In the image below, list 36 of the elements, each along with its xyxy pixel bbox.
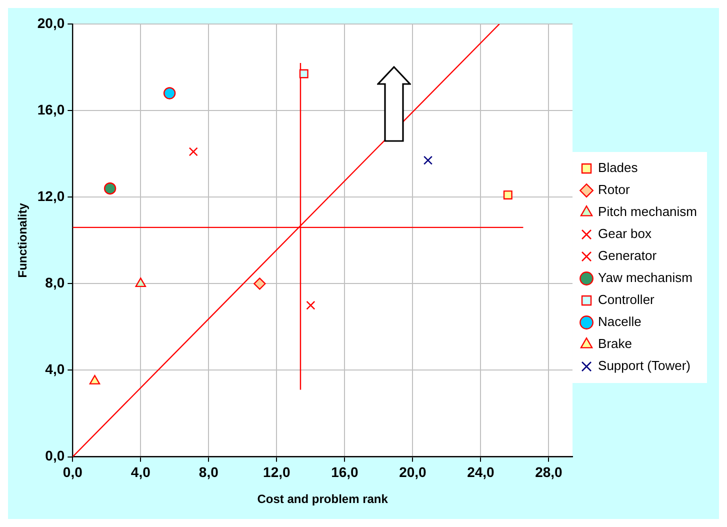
x-tick-label: 28,0 [535,464,563,480]
point [299,69,308,78]
point [104,182,116,195]
y-axis-title: Functionality [16,202,30,278]
point [503,190,512,200]
legend-label: Yaw mechanism [598,270,692,286]
legend-label: Gear box [598,226,652,242]
y-tick-label: 8,0 [45,274,65,291]
x-tick-label: 12,0 [263,464,291,480]
x-tick-label: 20,0 [399,464,427,480]
x-tick-label: 24,0 [467,464,495,480]
x-axis-title: Cost and problem rank [257,492,388,506]
legend-label: Support (Tower) [598,358,691,374]
y-tick-label: 0,0 [45,448,65,464]
legend-label: Controller [598,292,656,308]
x-tick-label: 0,0 [62,464,83,480]
y-tick-label: 20,0 [37,14,65,31]
y-tick-label: 16,0 [37,101,65,118]
point [188,147,198,156]
point [163,87,176,100]
point [423,156,433,165]
point [254,278,266,290]
y-tick-label: 4,0 [45,361,65,378]
x-tick-label: 8,0 [198,464,219,480]
legend-label: Brake [598,336,632,352]
point [89,374,100,384]
legend-label: Nacelle [598,314,642,330]
y-tick-label: 12,0 [37,188,65,204]
point [135,278,146,288]
legend-label: Blades [598,160,638,176]
legend-label: Pitch mechanism [598,204,698,220]
x-tick-label: 4,0 [130,464,151,480]
point [306,300,316,310]
legend-label: Rotor [598,182,630,198]
x-tick-label: 16,0 [331,464,359,480]
legend-label: Generator [598,248,658,264]
